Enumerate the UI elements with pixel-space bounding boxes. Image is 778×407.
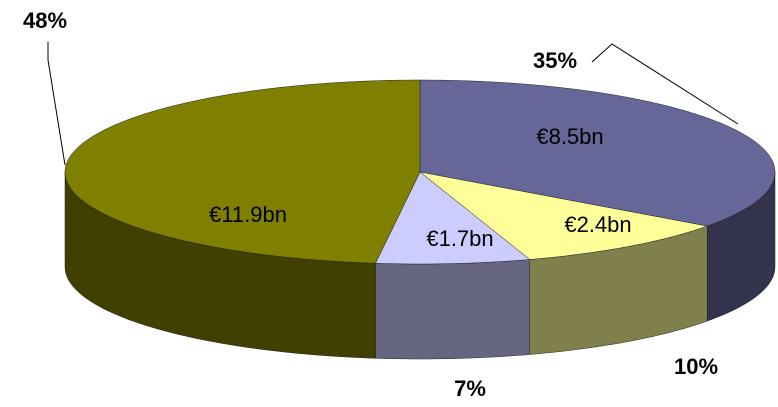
- leader-line: [47, 42, 66, 166]
- slice-side: [375, 259, 530, 360]
- slice-amount-label: €1.7bn: [426, 226, 493, 251]
- slice-percent-label: 10%: [674, 354, 718, 379]
- slice-amount-label: €2.4bn: [564, 212, 631, 237]
- slice: [419, 79, 776, 227]
- slice-percent-label: 7%: [454, 376, 486, 401]
- slice-percent-label: 35%: [533, 48, 577, 73]
- leader-line: [591, 43, 739, 125]
- slice: [375, 171, 531, 265]
- slice: [64, 79, 421, 264]
- slice-amount-label: €11.9bn: [209, 202, 287, 227]
- slice-percent-label: 48%: [23, 8, 67, 33]
- slice: [419, 171, 709, 260]
- slice-amount-label: €8.5bn: [536, 124, 603, 149]
